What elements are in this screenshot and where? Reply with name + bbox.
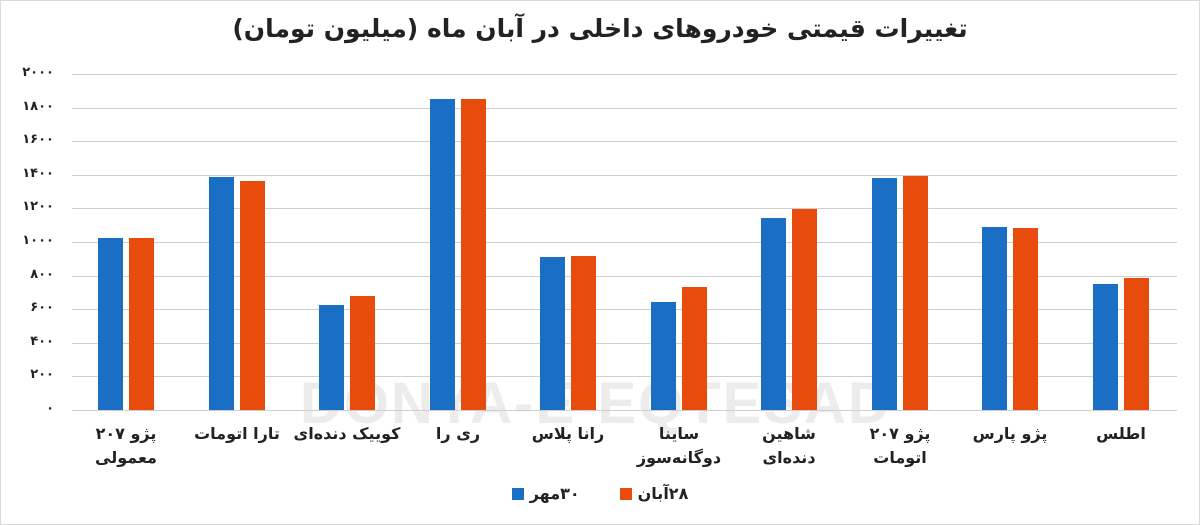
gridline [72,108,1177,109]
gridline [72,74,1177,75]
x-tick-label: ری را [435,424,481,443]
bar[interactable] [571,256,596,410]
bar[interactable] [792,209,817,410]
x-tick-label: تارا اتومات [194,424,280,443]
gridline [72,410,1177,411]
bar[interactable] [1093,284,1118,410]
bar[interactable] [98,238,123,410]
y-tick-label: ۶۰۰ [30,300,54,315]
x-tick-label: پژو ۲۰۷ معمولی [95,424,157,467]
y-tick-label: ۴۰۰ [30,334,54,349]
y-tick-label: ۲۰۰۰ [22,65,54,80]
y-tick-label: ۱۰۰۰ [22,233,54,248]
legend-swatch-icon [511,487,524,500]
bar[interactable] [540,257,565,410]
bar[interactable] [209,177,234,410]
y-tick-label: ۱۶۰۰ [22,132,54,147]
x-tick-label: شاهین دنده‌ای [762,424,816,467]
x-tick-label: اطلس [1096,424,1146,443]
x-tick-label: کوییک دنده‌ای [293,424,401,443]
legend: ۲۸آبان ۳۰مهر [0,484,1200,503]
gridline [72,276,1177,277]
gridline [72,242,1177,243]
bar[interactable] [651,302,676,410]
legend-item: ۲۸آبان [619,484,689,503]
legend-label: ۲۸آبان [637,484,689,503]
legend-item: ۳۰مهر [511,484,580,503]
x-tick-label: پژو پارس [972,424,1048,443]
gridline [72,141,1177,142]
gridline [72,175,1177,176]
bar[interactable] [350,296,375,410]
gridline [72,309,1177,310]
x-tick-label: رانا پلاس [531,424,605,443]
y-tick-label: ۲۰۰ [30,367,54,382]
bar[interactable] [982,227,1007,410]
y-tick-label: ۱۲۰۰ [22,199,54,214]
bar[interactable] [430,99,455,410]
x-tick-label: ساینا دوگانه‌سوز [636,424,722,467]
gridline [72,343,1177,344]
bar[interactable] [761,218,786,410]
bar[interactable] [1124,278,1149,410]
y-tick-label: ۱۸۰۰ [22,99,54,114]
legend-swatch-icon [619,487,632,500]
y-tick-label: ۸۰۰ [30,267,54,282]
gridline [72,208,1177,209]
bar[interactable] [319,305,344,410]
bar[interactable] [903,176,928,410]
chart-title: تغییرات قیمتی خودروهای داخلی در آبان ماه… [232,14,968,43]
y-tick-label: ۰ [46,401,54,416]
bar[interactable] [682,287,707,410]
bar[interactable] [240,181,265,410]
legend-label: ۳۰مهر [529,484,580,503]
gridline [72,376,1177,377]
bar[interactable] [872,178,897,410]
x-tick-label: پژو ۲۰۷ اتومات [869,424,931,467]
bar[interactable] [129,238,154,410]
bar[interactable] [461,99,486,410]
y-tick-label: ۱۴۰۰ [22,166,54,181]
bar[interactable] [1013,228,1038,410]
